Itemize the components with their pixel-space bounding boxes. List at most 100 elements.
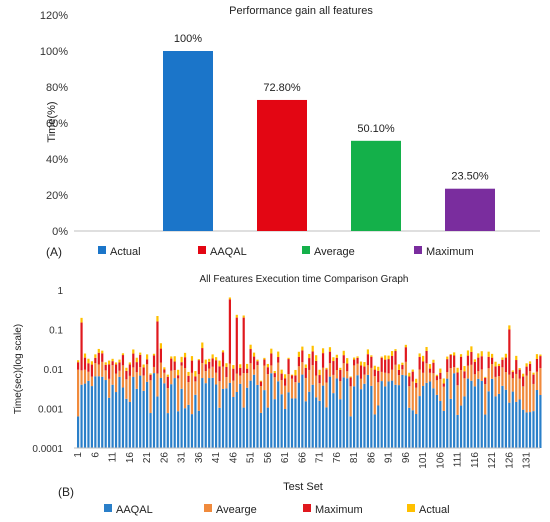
panel-a-legend-label: Average <box>314 246 355 258</box>
panel-b-bar-segment-avearge <box>463 378 466 397</box>
panel-b-x-tick-label: 91 <box>384 452 395 464</box>
panel-b-bar-segment-avearge <box>384 372 387 387</box>
panel-b-bar-segment-maximum <box>411 371 414 382</box>
panel-b-x-tick-label: 86 <box>366 452 377 464</box>
panel-b-bar-segment-aaqal <box>339 399 342 448</box>
panel-b-bar-segment-avearge <box>170 370 173 385</box>
panel-b-x-tick-label: 121 <box>487 452 498 469</box>
panel-b-bar-segment-aaqal <box>290 398 294 448</box>
panel-b-bar-segment-avearge <box>497 376 501 394</box>
panel-b-bar-segment-aaqal <box>118 376 121 448</box>
panel-b-bar-segment-maximum <box>108 364 111 379</box>
panel-b-bar-segment-actual <box>428 364 432 369</box>
panel-b-bar-segment-aaqal <box>204 383 207 448</box>
panel-b-bar-segment-actual <box>177 369 180 376</box>
panel-b-bar-segment-aaqal <box>318 400 321 448</box>
panel-b-bar-segment-maximum <box>146 359 149 365</box>
panel-b-bar-segment-actual <box>301 346 304 351</box>
panel-b-bar-segment-aaqal <box>491 378 494 448</box>
panel-b-bar-segment-aaqal <box>183 408 187 448</box>
panel-b-bar-segment-aaqal <box>484 414 487 448</box>
panel-b-bar-segment-actual <box>139 352 142 355</box>
panel-b-bar-segment-maximum <box>135 362 138 373</box>
panel-b-bar-segment-actual <box>497 363 501 367</box>
panel-b-bar-segment-aaqal <box>408 407 411 448</box>
panel-b-bar-segment-aaqal <box>366 374 369 448</box>
panel-b-bar-segment-avearge <box>166 388 169 414</box>
panel-b-bar-segment-avearge <box>80 370 83 385</box>
panel-b-bar-segment-maximum <box>435 376 438 381</box>
panel-b-bar-segment-avearge <box>508 374 511 403</box>
panel-b-bar-segment-avearge <box>456 385 459 415</box>
panel-b-bar-segment-avearge <box>353 365 356 387</box>
panel-b-bar-segment-aaqal <box>263 390 266 448</box>
panel-b-bar-segment-aaqal <box>294 398 297 448</box>
panel-b-bar-segment-actual <box>328 347 332 352</box>
panel-b-bar-segment-actual <box>408 372 411 377</box>
panel-b-bar-segment-avearge <box>435 380 438 395</box>
panel-b-bar-segment-actual <box>163 367 166 370</box>
panel-b-bar-segment-aaqal <box>101 376 104 448</box>
panel-b: All Features Execution time Comparison G… <box>13 274 542 516</box>
panel-b-x-tick-label: 11 <box>108 452 119 463</box>
panel-b-bar-segment-avearge <box>97 364 100 377</box>
panel-b-bar-segment-actual <box>290 374 294 376</box>
panel-b-bar-segment-aaqal <box>259 412 263 448</box>
panel-b-bar-segment-aaqal <box>80 384 83 448</box>
panel-b-bar-segment-avearge <box>511 378 514 392</box>
panel-b-bar-segment-maximum <box>473 361 476 375</box>
panel-b-bar-segment-avearge <box>311 365 314 385</box>
panel-b-bar-segment-avearge <box>494 376 497 397</box>
panel-b-bar-segment-maximum <box>380 357 383 372</box>
panel-b-bar-segment-avearge <box>135 372 138 389</box>
panel-b-y-tick-label: 0.1 <box>49 326 63 337</box>
panel-b-x-tick-label: 66 <box>297 452 308 464</box>
panel-b-x-tick-label: 16 <box>125 452 136 464</box>
panel-b-legend-label: Actual <box>419 504 450 516</box>
panel-b-bar-segment-aaqal <box>270 373 273 448</box>
panel-b-bar-segment-aaqal <box>497 393 501 448</box>
panel-b-bar-segment-aaqal <box>187 404 190 448</box>
panel-b-bar-segment-maximum <box>346 363 349 372</box>
panel-b-bar-segment-avearge <box>118 370 121 377</box>
panel-b-bar-segment-avearge <box>194 381 197 395</box>
panel-b-bar-segment-avearge <box>535 371 539 390</box>
panel-b-bar-segment-actual <box>225 363 228 367</box>
panel-b-bar-segment-actual <box>287 357 290 360</box>
panel-b-x-tick-label: 1 <box>73 452 84 458</box>
panel-b-bar-segment-maximum <box>397 369 401 376</box>
panel-b-bar-segment-avearge <box>225 377 228 389</box>
panel-b-bar-segment-maximum <box>97 352 100 365</box>
panel-b-bar-segment-maximum <box>470 351 473 365</box>
panel-b-bar-segment-maximum <box>528 363 532 372</box>
panel-b-bar-segment-maximum <box>484 377 487 385</box>
panel-b-bar-segment-avearge <box>401 369 404 375</box>
panel-b-bar-segment-avearge <box>315 375 318 398</box>
panel-b-bar-segment-maximum <box>487 356 490 369</box>
panel-b-bar-segment-aaqal <box>287 392 290 448</box>
panel-b-bar-segment-avearge <box>111 365 114 385</box>
panel-b-bar-segment-avearge <box>263 365 266 391</box>
panel-b-bar-segment-avearge <box>221 366 225 389</box>
panel-b-legend-swatch <box>104 504 112 512</box>
panel-b-bar-segment-avearge <box>532 383 535 412</box>
panel-b-bar-segment-actual <box>156 316 159 322</box>
panel-b-bar-segment-aaqal <box>142 390 145 448</box>
panel-b-bar-segment-aaqal <box>373 414 376 448</box>
panel-b-bar-segment-maximum <box>87 363 90 372</box>
panel-b-bar-segment-actual <box>228 297 231 300</box>
panel-b-bar-segment-maximum <box>428 368 432 373</box>
panel-b-x-tick-label: 71 <box>315 452 326 464</box>
panel-b-bar-segment-actual <box>504 353 507 358</box>
panel-b-bar-segment-aaqal <box>380 381 383 448</box>
panel-b-bar-segment-avearge <box>156 373 159 397</box>
panel-b-bar-segment-maximum <box>390 355 394 370</box>
panel-b-bar-segment-actual <box>114 362 118 365</box>
panel-a-legend-label: Actual <box>110 246 141 258</box>
panel-b-bar-segment-maximum <box>142 367 145 376</box>
panel-b-bar-segment-actual <box>359 361 363 366</box>
panel-b-bar-segment-avearge <box>87 371 90 381</box>
panel-b-bar-segment-avearge <box>428 372 432 382</box>
panel-b-bar-segment-maximum <box>422 361 425 373</box>
